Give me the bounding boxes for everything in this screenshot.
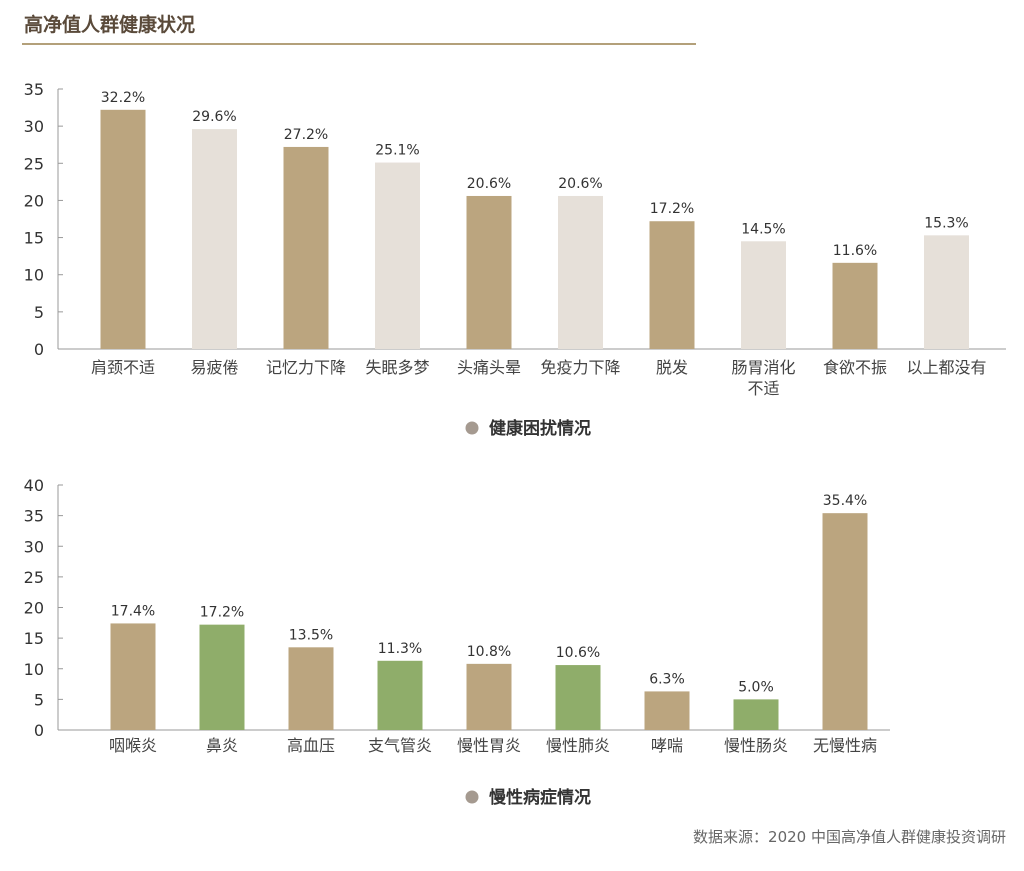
bar-value-label: 11.6% <box>833 243 877 259</box>
x-tick-label: 易疲倦 <box>190 358 238 377</box>
bar-value-label: 10.6% <box>556 645 600 661</box>
y-tick-label: 5 <box>34 690 44 709</box>
x-tick-label: 以上都没有 <box>906 358 986 377</box>
bar-value-label: 20.6% <box>558 176 602 192</box>
x-tick-label: 食欲不振 <box>823 358 887 377</box>
x-tick-label: 鼻炎 <box>206 736 238 755</box>
bar <box>741 241 786 349</box>
bar <box>100 109 146 349</box>
bar <box>283 146 329 349</box>
y-tick-label: 0 <box>34 340 44 359</box>
chronic-disease-chart: 0 5 10 15 20 25 30 35 40 17.4% 咽喉炎 17.2% 鼻炎 13.5% 高血压 1… <box>24 476 890 808</box>
x-tick-label: 哮喘 <box>651 736 683 755</box>
data-source-note: 数据来源：2020 中国高净值人群健康投资调研 <box>693 828 1006 846</box>
bar-value-label: 27.2% <box>284 127 328 143</box>
x-tick-label: 头痛头晕 <box>457 358 521 377</box>
bar <box>466 195 512 349</box>
bar-value-label: 32.2% <box>101 90 145 106</box>
bar-value-label: 17.2% <box>650 201 694 217</box>
y-tick-label: 30 <box>24 537 44 556</box>
y-tick-label: 0 <box>34 721 44 740</box>
legend-label: 健康困扰情况 <box>489 418 591 439</box>
y-tick-label: 15 <box>24 229 44 248</box>
x-tick-label: 慢性肠炎 <box>724 736 788 755</box>
bar-value-label: 5.0% <box>738 679 774 695</box>
x-tick-label: 不适 <box>747 379 779 398</box>
legend-dot-icon <box>465 421 479 435</box>
bar <box>649 221 695 349</box>
bar <box>377 660 423 730</box>
bar-value-label: 17.4% <box>111 603 155 619</box>
bar <box>199 624 245 730</box>
bar-value-label: 6.3% <box>649 671 685 687</box>
bar-value-label: 11.3% <box>378 641 422 657</box>
y-tick-label: 10 <box>24 266 44 285</box>
bar <box>832 262 878 349</box>
bar-value-label: 25.1% <box>375 143 419 159</box>
bar-value-label: 29.6% <box>192 109 236 125</box>
y-tick-label: 20 <box>24 191 44 210</box>
x-tick-label: 支气管炎 <box>368 736 432 755</box>
y-tick-label: 35 <box>24 507 44 526</box>
legend-label: 慢性病症情况 <box>489 787 591 808</box>
bar <box>288 647 334 730</box>
bar <box>466 663 512 730</box>
y-tick-label: 25 <box>24 154 44 173</box>
bar <box>110 623 156 730</box>
y-tick-label: 20 <box>24 599 44 618</box>
x-tick-label: 脱发 <box>656 358 688 377</box>
x-tick-label: 失眠多梦 <box>365 358 429 377</box>
bar-value-label: 13.5% <box>289 627 333 643</box>
health-issues-chart: 0 5 10 15 20 25 30 35 32.2% 肩颈不适 29.6% 易疲倦 27.2% 记忆力下… <box>24 80 1006 439</box>
x-tick-label: 无慢性病 <box>813 736 877 755</box>
title-divider <box>22 43 696 45</box>
bar <box>555 665 601 730</box>
bar <box>558 195 603 349</box>
x-tick-label: 肠胃消化 <box>731 358 795 377</box>
bar <box>822 513 868 730</box>
bar-value-label: 14.5% <box>741 221 785 237</box>
x-tick-label: 高血压 <box>287 736 335 755</box>
x-tick-label: 免疫力下降 <box>540 358 620 377</box>
bar-value-label: 20.6% <box>467 176 511 192</box>
bar-value-label: 15.3% <box>924 215 968 231</box>
bar <box>644 691 690 730</box>
y-tick-label: 40 <box>24 476 44 495</box>
bar <box>733 699 779 730</box>
page-title: 高净值人群健康状况 <box>24 14 196 36</box>
x-tick-label: 慢性胃炎 <box>457 736 521 755</box>
bar-value-label: 35.4% <box>823 493 867 509</box>
y-tick-label: 10 <box>24 660 44 679</box>
bar-value-label: 17.2% <box>200 605 244 621</box>
x-tick-label: 记忆力下降 <box>266 358 346 377</box>
x-tick-label: 咽喉炎 <box>109 736 157 755</box>
y-tick-label: 35 <box>24 80 44 99</box>
y-tick-label: 30 <box>24 117 44 136</box>
legend-dot-icon <box>465 790 479 804</box>
y-tick-label: 15 <box>24 629 44 648</box>
y-tick-label: 25 <box>24 568 44 587</box>
bar-value-label: 10.8% <box>467 644 511 660</box>
bar <box>192 129 237 349</box>
x-tick-label: 肩颈不适 <box>91 358 155 377</box>
y-tick-label: 5 <box>34 303 44 322</box>
x-tick-label: 慢性肺炎 <box>546 736 610 755</box>
bar <box>375 162 420 349</box>
bar <box>924 235 969 349</box>
